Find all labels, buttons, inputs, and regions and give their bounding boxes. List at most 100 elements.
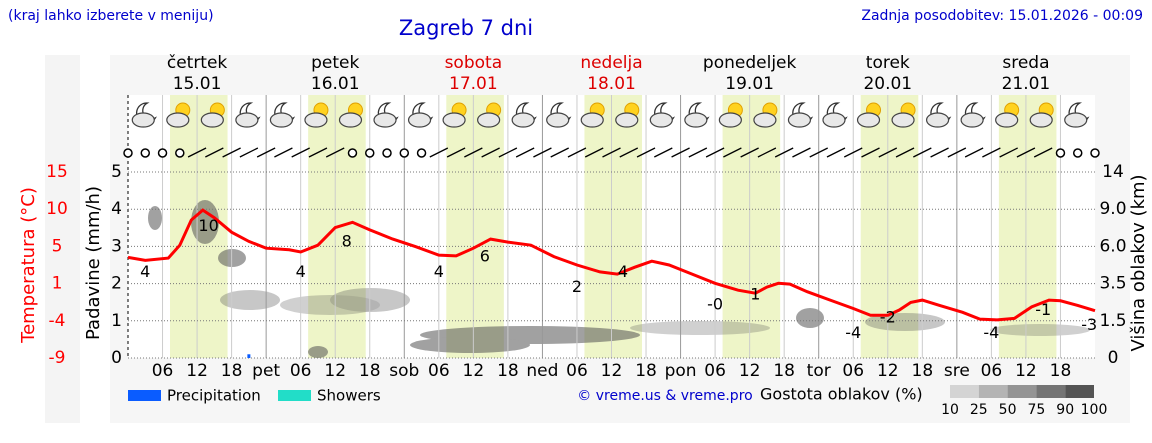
cloud-scale-box: [950, 385, 979, 398]
daylight-band: [722, 95, 781, 358]
cloud-icon: [200, 112, 224, 128]
credit: © vreme.us & vreme.pro: [577, 388, 752, 404]
cloud-icon: [925, 112, 950, 128]
cloud-icon: [269, 112, 294, 128]
wind-barb: [705, 147, 725, 158]
x-tick-label: 18: [497, 361, 519, 381]
y-tick-label: 1: [111, 311, 122, 331]
wind-barb: [274, 147, 293, 158]
x-tick-label: pet: [252, 361, 280, 381]
wind-barb: [688, 147, 708, 158]
header-title: Zagreb 7 dni: [399, 16, 533, 40]
legend-label: Precipitation: [167, 387, 261, 405]
x-tick-label: 12: [324, 361, 346, 381]
wind-barb: [654, 147, 673, 158]
wind-barb: [584, 147, 604, 158]
y-tick-label: 3: [111, 236, 122, 256]
wind-barb: [550, 147, 569, 158]
day-name: torek: [866, 53, 910, 73]
wind-calm: [123, 148, 133, 158]
day-date: 20.01: [863, 74, 912, 94]
cloud-icon: [753, 112, 777, 128]
wind-barb: [515, 147, 535, 158]
x-tick-label: 06: [704, 361, 726, 381]
cloud-scale-tick: 100: [1081, 402, 1108, 418]
temperature-line: [127, 208, 1096, 322]
day-name: petek: [311, 53, 359, 73]
wind-barb: [723, 147, 742, 158]
y3-tick-label: 1.5: [1099, 311, 1126, 331]
wind-calm: [382, 148, 392, 158]
y3-tick-label: 0: [1108, 348, 1119, 368]
cloud-icon: [407, 112, 432, 128]
left-panel: [45, 55, 80, 423]
cloud-icon: [166, 112, 190, 128]
cloud-icon: [960, 112, 984, 128]
wind-barb: [774, 147, 794, 158]
y-tick-label: 4: [111, 199, 122, 219]
y-tick-label: 5: [111, 162, 122, 182]
daylight-band: [584, 95, 643, 358]
y3-tick-label: 14: [1102, 162, 1124, 182]
cloud-icon: [718, 112, 742, 128]
cloud-scale-tick: 50: [999, 402, 1017, 418]
y-tick-label: 2: [111, 274, 122, 294]
cloud-icon: [131, 112, 155, 128]
legend-swatch: [128, 390, 161, 401]
day-name: sobota: [445, 53, 503, 73]
y2-tick-label: 5: [52, 236, 63, 256]
y3-tick-label: 6.0: [1099, 236, 1126, 256]
x-tick-label: 06: [152, 361, 174, 381]
temperature-label: 2: [572, 277, 582, 296]
wind-barb: [291, 147, 310, 158]
temperature-label: -3: [1081, 315, 1097, 334]
day-name: sreda: [1002, 53, 1049, 73]
daylight-band: [998, 95, 1057, 358]
wind-barb: [256, 147, 276, 158]
cloud-icon: [891, 112, 915, 128]
x-tick-label: 18: [773, 361, 795, 381]
cloud-scale-tick: 75: [1027, 402, 1045, 418]
x-tick-label: sre: [944, 361, 970, 381]
day-name: nedelja: [580, 53, 642, 73]
cloud-scale-box: [978, 385, 1008, 398]
x-tick-label: 06: [290, 361, 312, 381]
y2-axis-title: Temperatura (°C): [18, 187, 39, 344]
x-tick-label: 12: [186, 361, 208, 381]
wind-barb: [792, 147, 811, 158]
cloud-scale-title: Gostota oblakov (%): [760, 385, 923, 404]
x-tick-label: 06: [842, 361, 864, 381]
cloud-icon: [1029, 112, 1053, 128]
wind-barb: [999, 147, 1018, 158]
wind-barb: [308, 147, 328, 158]
cloud-icon: [1064, 112, 1088, 128]
wind-barb: [740, 147, 759, 158]
x-tick-label: 18: [359, 361, 381, 381]
day-date: 15.01: [173, 74, 222, 94]
wind-barb: [913, 147, 932, 158]
cloud-icon: [787, 112, 812, 128]
wind-barb: [222, 147, 241, 158]
wind-calm: [416, 148, 427, 158]
cloud-blob: [280, 295, 380, 315]
wind-barb: [481, 147, 500, 158]
cloud-blob: [990, 324, 1090, 336]
cloud-blob: [191, 200, 219, 244]
wind-barb: [446, 147, 466, 158]
wind-barb: [964, 147, 984, 158]
x-tick-label: tor: [807, 361, 831, 381]
cloud-scale-tick: 25: [970, 402, 988, 418]
day-date: 18.01: [587, 74, 636, 94]
y3-axis-title: Višina oblakov (km): [1128, 174, 1149, 351]
x-tick-label: 12: [877, 361, 899, 381]
y2-tick-label: 1: [52, 274, 63, 294]
precipitation-bar: [247, 354, 251, 358]
wind-calm: [399, 148, 410, 158]
cloud-icon: [649, 112, 673, 128]
wind-barb: [205, 147, 224, 158]
x-tick-label: sob: [389, 361, 419, 381]
temperature-label: 4: [434, 262, 444, 281]
temperature-label: 4: [618, 262, 628, 281]
wind-barb: [947, 147, 967, 158]
x-tick-label: 12: [601, 361, 623, 381]
